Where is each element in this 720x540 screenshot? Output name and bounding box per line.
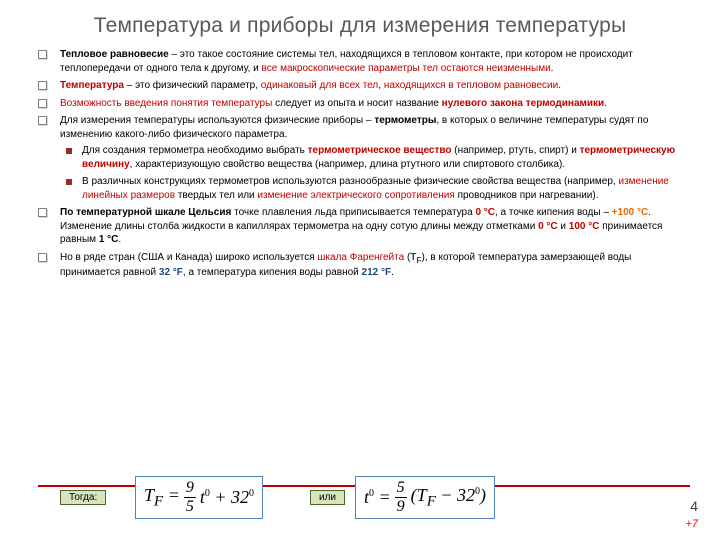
bullet-item: Возможность введения понятия температуры…: [38, 97, 682, 111]
plus7-label: +7: [685, 518, 698, 530]
sub-bullet-list: Для создания термометра необходимо выбра…: [60, 144, 682, 202]
bullet-item: Но в ряде стран (США и Канада) широко ис…: [38, 251, 682, 280]
bullet-item: Тепловое равновесие – это такое состояни…: [38, 48, 682, 75]
sub-bullet-item: В различных конструкциях термометров исп…: [60, 175, 682, 202]
sub-bullet-item: Для создания термометра необходимо выбра…: [60, 144, 682, 171]
bullet-list: Тепловое равновесие – это такое состояни…: [38, 48, 682, 279]
label-togda: Тогда:: [60, 490, 106, 505]
bullet-item: Для измерения температуры используются ф…: [38, 114, 682, 202]
bullet-item: Температура – это физический параметр, о…: [38, 79, 682, 93]
page-number: 4: [690, 498, 698, 514]
slide-title: Температура и приборы для измерения темп…: [38, 14, 682, 38]
equation-1: TF = 95 t0 + 320: [135, 476, 263, 519]
equation-2: t0 = 59 (TF − 320): [355, 476, 495, 519]
label-ili: или: [310, 490, 345, 505]
bullet-item: По температурной шкале Цельсия точке пла…: [38, 206, 682, 247]
